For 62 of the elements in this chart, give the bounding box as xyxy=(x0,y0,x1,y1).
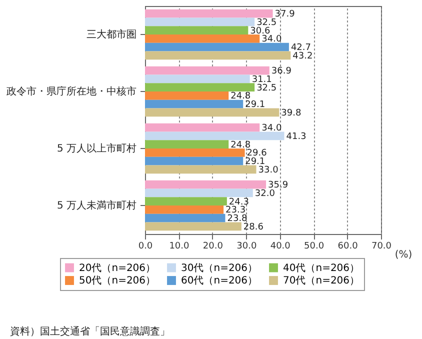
y-tick-label: 三大都市圏 xyxy=(86,28,136,40)
bar xyxy=(145,148,245,157)
bar xyxy=(145,214,226,222)
x-tick-label: 20.0 xyxy=(202,242,224,252)
bar xyxy=(145,18,255,26)
text: 資料）国土交通省「国民意識調査」 xyxy=(10,326,170,338)
bar xyxy=(145,34,260,43)
bar xyxy=(145,9,273,18)
data-label: 37.9 xyxy=(274,10,296,20)
data-label: 34.0 xyxy=(262,34,282,45)
y-tick-label: 5 万人以上市町村 xyxy=(56,142,136,154)
data-label: 29.1 xyxy=(245,100,266,110)
data-label: 32.5 xyxy=(256,83,277,94)
data-label: 32.0 xyxy=(254,188,276,199)
y-tick-label: 5 万人未満市町村 xyxy=(56,200,136,212)
bar xyxy=(145,100,244,108)
data-label: 31.1 xyxy=(252,74,272,85)
data-label: 36.9 xyxy=(271,66,292,77)
bar xyxy=(145,180,266,189)
bar xyxy=(145,222,242,231)
bar xyxy=(145,26,248,34)
bar xyxy=(145,42,289,52)
bar xyxy=(145,74,250,84)
bar xyxy=(145,165,256,174)
bar xyxy=(145,197,227,206)
legend-label: 40代（n=206） xyxy=(283,262,360,274)
data-label: 39.8 xyxy=(281,108,302,118)
bar xyxy=(145,140,229,148)
data-label: 34.0 xyxy=(262,124,282,134)
x-tick-label: 40.0 xyxy=(270,242,291,252)
legend-label: 50代（n=206） xyxy=(79,276,156,286)
data-label: 28.6 xyxy=(243,222,264,232)
x-tick-label: 60.0 xyxy=(338,242,358,252)
x-tick-label: 10.0 xyxy=(169,242,190,252)
x-tick-label: 0.0 xyxy=(138,242,153,252)
bar xyxy=(145,92,229,100)
data-label: 24.8 xyxy=(230,140,251,150)
bar xyxy=(145,132,284,140)
x-tick-label: 30.0 xyxy=(236,242,257,252)
x-axis-title: (%) xyxy=(394,250,412,260)
bar xyxy=(145,123,260,132)
x-tick-label: 50.0 xyxy=(304,242,324,252)
legend-label: 70代（n=206） xyxy=(283,276,360,286)
legend-label: 60代（n=206） xyxy=(181,276,258,286)
y-tick-label: 政令市・県庁所在地・中核市 xyxy=(6,86,136,98)
bar xyxy=(145,188,253,198)
bar xyxy=(145,83,255,92)
legend-label: 20代（n=206） xyxy=(79,262,156,274)
data-label: 35.9 xyxy=(268,180,288,191)
bar xyxy=(145,51,291,60)
data-label: 30.6 xyxy=(250,26,270,36)
data-label: 41.3 xyxy=(286,132,306,142)
bar xyxy=(145,156,244,166)
bar xyxy=(145,206,224,214)
legend-label: 30代（n=206） xyxy=(181,262,258,274)
bar xyxy=(145,108,280,117)
bar xyxy=(145,66,270,75)
data-label: 32.5 xyxy=(256,18,277,28)
x-tick-label: 70.0 xyxy=(371,242,392,252)
data-label: 43.2 xyxy=(292,51,313,62)
data-label: 33.0 xyxy=(258,165,279,176)
data-label: 24.3 xyxy=(228,197,249,208)
